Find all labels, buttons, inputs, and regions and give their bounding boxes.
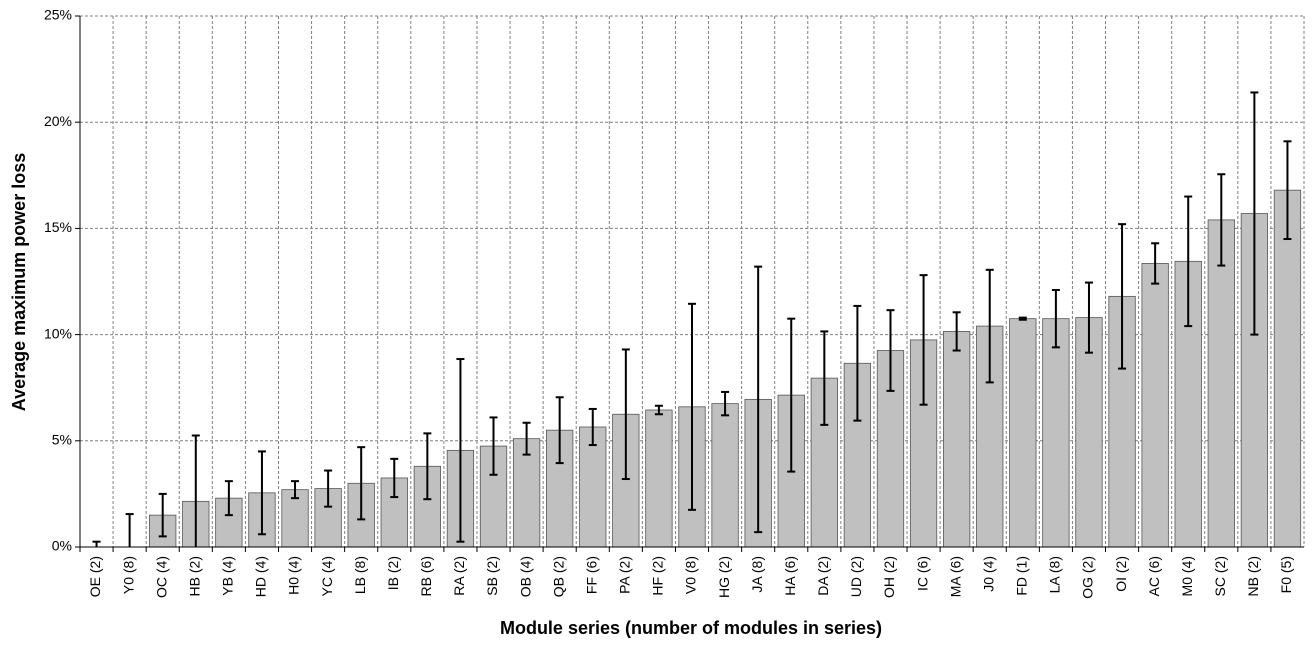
x-tick-label: SC (2) (1212, 556, 1228, 596)
error-bar (291, 480, 300, 500)
error-bar (1250, 91, 1259, 336)
error-bar (1151, 242, 1160, 285)
error-bar (1118, 223, 1127, 370)
bar (645, 409, 673, 547)
y-axis-title: Average maximum power loss (9, 153, 29, 411)
x-tick-label: SB (2) (484, 556, 500, 596)
x-tick-label: HA (6) (782, 556, 798, 596)
x-tick-label: MA (6) (947, 556, 963, 597)
plot-area (92, 91, 1302, 547)
x-tick-label: UD (2) (848, 556, 864, 597)
error-bar (820, 330, 829, 426)
error-bar (125, 513, 134, 547)
bar (1141, 263, 1169, 547)
x-tick-label: OE (2) (87, 556, 103, 597)
bar (1075, 317, 1103, 547)
x-tick-label: FF (6) (583, 556, 599, 594)
error-bar (1283, 140, 1292, 241)
error-bar (853, 304, 862, 422)
x-axis-title: Module series (number of modules in seri… (500, 618, 882, 638)
error-bar (224, 480, 233, 517)
x-tick-label: DA (2) (815, 556, 831, 596)
bar (711, 403, 739, 547)
bar (579, 426, 607, 547)
x-tick-label: OI (2) (1113, 556, 1129, 592)
error-bar (688, 302, 696, 511)
error-bar (754, 265, 763, 534)
bar (943, 331, 971, 547)
error-bar (158, 492, 167, 538)
error-bar (1184, 195, 1193, 328)
error-bar (654, 404, 663, 416)
x-tick-label: J0 (4) (980, 556, 996, 592)
x-tick-label: HD (4) (253, 556, 269, 597)
y-tick-label: 5% (52, 432, 72, 448)
y-tick-label: 0% (52, 538, 72, 554)
x-tick-label: RB (6) (418, 556, 434, 596)
error-bar (919, 274, 928, 406)
error-bar (489, 416, 498, 476)
y-tick-label: 15% (44, 219, 72, 235)
x-tick-label: H0 (4) (286, 556, 302, 595)
x-tick-label: LB (8) (352, 556, 368, 594)
x-tick-label: AC (6) (1146, 556, 1162, 596)
error-bar (522, 421, 531, 456)
x-tick-label: QB (2) (550, 556, 566, 597)
error-bar (92, 540, 101, 547)
error-bar (787, 317, 796, 473)
error-bar (324, 469, 333, 508)
x-tick-label: OH (2) (881, 556, 897, 598)
error-bar (456, 358, 465, 543)
error-bar (985, 268, 994, 384)
error-bar (423, 432, 432, 501)
x-tick-label: M0 (4) (1179, 556, 1195, 596)
y-tick-label: 25% (44, 7, 72, 23)
x-tick-label: FD (1) (1014, 556, 1030, 596)
error-bar (257, 450, 266, 536)
x-tick-label: IB (2) (385, 556, 401, 590)
error-bar (1051, 288, 1060, 349)
error-bar (952, 311, 961, 352)
bar (1009, 318, 1037, 547)
error-bar (191, 434, 200, 547)
x-tick-label: Y0 (8) (120, 556, 136, 594)
error-bar (721, 390, 730, 417)
error-bar (390, 457, 399, 499)
x-tick-label: IC (6) (914, 556, 930, 591)
x-tick-label: LA (8) (1047, 556, 1063, 593)
x-tick-label: OB (4) (517, 556, 533, 597)
x-tick-label: PA (2) (617, 556, 633, 594)
bar (281, 489, 309, 547)
x-tick-label: YC (4) (319, 556, 335, 596)
y-tick-label: 20% (44, 113, 72, 129)
error-bar (886, 309, 895, 392)
error-bar (555, 396, 564, 465)
x-tick-label: HB (2) (186, 556, 202, 596)
error-bar (1018, 316, 1027, 321)
x-tick-label: YB (4) (220, 556, 236, 596)
x-tick-label: HF (2) (650, 556, 666, 596)
x-tick-label: JA (8) (749, 556, 765, 593)
error-bar (357, 446, 366, 521)
x-tick-label: OG (2) (1080, 556, 1096, 599)
x-tick-label: RA (2) (451, 556, 467, 596)
x-tick-label: V0 (8) (683, 556, 699, 594)
error-bar (1084, 281, 1093, 354)
error-bar (1217, 173, 1226, 267)
error-bar (588, 407, 597, 447)
x-tick-label: HG (2) (716, 556, 732, 598)
y-tick-label: 10% (44, 325, 72, 341)
bar (1207, 219, 1235, 547)
grid (80, 15, 1305, 547)
x-tick-label: OC (4) (153, 556, 169, 598)
bar (1042, 318, 1070, 547)
bar (1273, 189, 1302, 547)
x-tick-label: F0 (5) (1278, 556, 1294, 593)
error-bar (621, 348, 630, 481)
x-tick-label: NB (2) (1245, 556, 1261, 596)
